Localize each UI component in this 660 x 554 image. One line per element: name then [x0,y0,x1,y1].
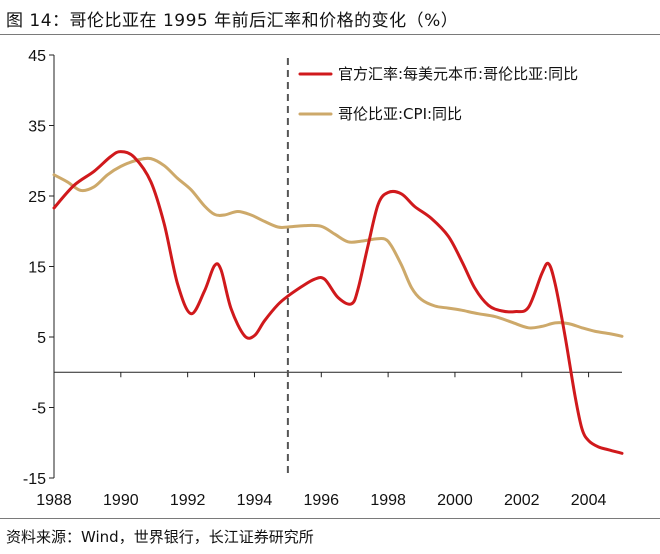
y-tick-label: 35 [28,119,46,136]
x-tick-label: 1990 [103,492,139,509]
y-tick-label: -15 [23,471,46,488]
source-note: 资料来源：Wind，世界银行，长江证券研究所 [6,528,314,546]
x-tick-label: 1994 [237,492,273,509]
x-tick-label: 2000 [437,492,473,509]
source-divider [0,518,660,519]
chart-title: 图 14：哥伦比亚在 1995 年前后汇率和价格的变化（%） [6,11,459,31]
series-line-cpi [52,156,624,338]
legend-label: 哥伦比亚:CPI:同比 [338,105,462,123]
x-tick-label: 1988 [36,492,72,509]
y-tick-label: 25 [28,189,46,206]
legend-label: 官方汇率:每美元本币:哥伦比亚:同比 [338,65,578,83]
series-line-exchange-rate [52,150,624,455]
y-tick-label: 5 [37,330,46,347]
x-tick-label: 1996 [303,492,339,509]
y-tick-label: -5 [32,401,46,418]
y-tick-label: 45 [28,48,46,65]
x-tick-label: 1998 [370,492,406,509]
x-tick-label: 2002 [504,492,540,509]
axes: 45 35 25 15 5 -5 -15 1988 1990 1992 1994 1996 1998 20… [23,48,622,509]
x-tick-label: 2004 [571,492,607,509]
series-layer [52,150,624,455]
x-tick-label: 1992 [170,492,206,509]
y-tick-label: 15 [28,260,46,277]
title-divider [0,34,660,35]
